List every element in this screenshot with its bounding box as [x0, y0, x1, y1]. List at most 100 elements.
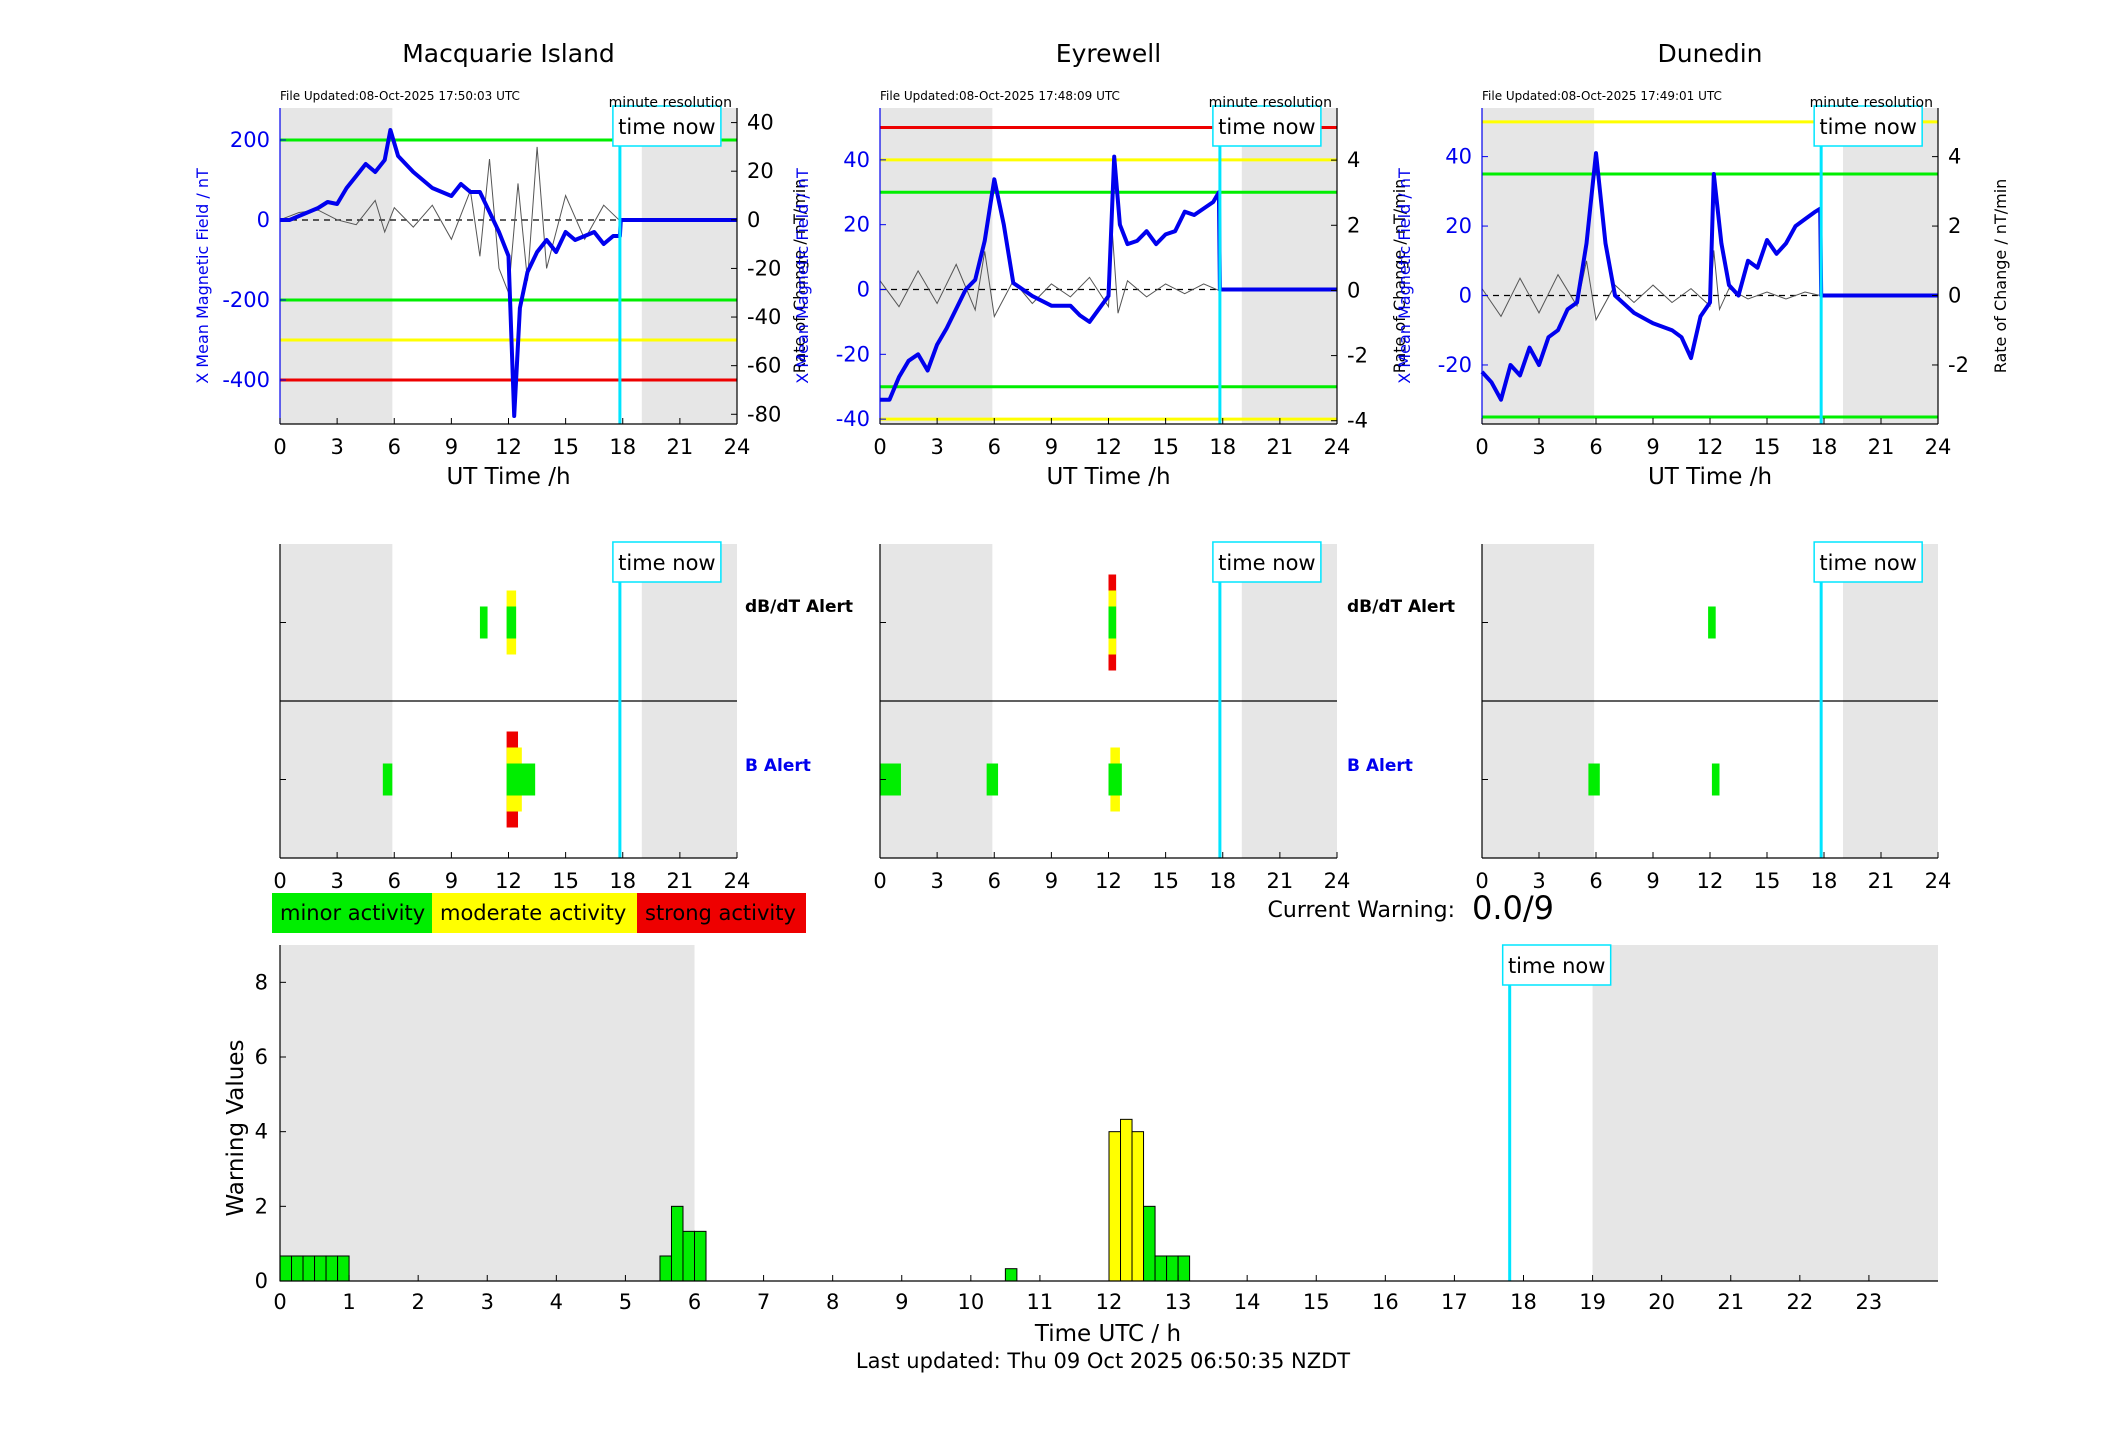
last-updated: Last updated: Thu 09 Oct 2025 06:50:35 N… — [856, 1349, 1350, 1373]
warning-bar — [1108, 1131, 1122, 1282]
warning-y-tick-label: 4 — [255, 1120, 268, 1144]
mq-y-tick-label: 200 — [230, 128, 270, 152]
du-y-tick-label: 0 — [1459, 284, 1472, 308]
ey-x-tick-label: 3 — [930, 435, 943, 459]
warning-bar — [1120, 1118, 1133, 1282]
warning-x-tick-label: 3 — [481, 1290, 494, 1314]
mq-alert-block — [479, 606, 488, 639]
ey-alert-x-tick-label: 6 — [988, 869, 1001, 893]
ey-alert-x-tick-label: 24 — [1324, 869, 1351, 893]
du-x-label: UT Time /h — [1648, 464, 1772, 490]
warning-x-tick-label: 14 — [1234, 1290, 1261, 1314]
du-night-shade-0 — [1482, 108, 1595, 424]
ey-y-right-tick-label: -2 — [1347, 344, 1368, 368]
ey-alert-x-tick-label: 9 — [1045, 869, 1058, 893]
mq-field-series — [280, 128, 737, 418]
du-alert-x-tick-label: 0 — [1475, 869, 1488, 893]
ey-alert-row-label: B Alert — [1347, 756, 1413, 776]
ey-alert-x-tick-label: 3 — [930, 869, 943, 893]
mq-x-tick-label: 6 — [388, 435, 401, 459]
mq-night-shade-1 — [641, 108, 737, 424]
warning-y-label: Warning Values — [223, 1039, 249, 1216]
warning-x-tick-label: 23 — [1856, 1290, 1883, 1314]
legend-swatch-2 — [637, 893, 806, 933]
warning-x-tick-label: 7 — [757, 1290, 770, 1314]
warning-x-tick-label: 21 — [1717, 1290, 1744, 1314]
mq-y-tick-label: -200 — [222, 288, 270, 312]
ey-x-tick-label: 24 — [1324, 435, 1351, 459]
ey-x-tick-label: 0 — [873, 435, 886, 459]
warning-bar — [337, 1255, 350, 1282]
mq-night-shade-0 — [280, 108, 393, 424]
du-x-tick-label: 18 — [1811, 435, 1838, 459]
du-time-now-label: time now — [1819, 115, 1916, 139]
ey-alert-time-now-box — [1212, 541, 1322, 583]
mq-y-right-tick-label: -20 — [747, 256, 781, 280]
warning-x-tick-label: 11 — [1027, 1290, 1054, 1314]
legend-label-0: minor activity — [280, 901, 425, 925]
legend-swatch-1 — [432, 893, 637, 933]
du-rate-series — [1481, 250, 1821, 322]
ey-resolution: minute resolution — [1209, 95, 1332, 111]
warning-bar — [1166, 1255, 1179, 1282]
du-x-tick-label: 9 — [1646, 435, 1659, 459]
mq-x-tick-label: 3 — [330, 435, 343, 459]
ey-alert-block — [1108, 763, 1122, 796]
legend-swatch-0 — [272, 893, 432, 933]
ey-y-right-tick-label: 0 — [1347, 278, 1360, 302]
warning-bar — [1154, 1255, 1168, 1282]
mq-y-right-tick-label: 40 — [747, 111, 774, 135]
du-x-tick-label: 15 — [1754, 435, 1781, 459]
ey-y-tick-label: 0 — [857, 277, 870, 301]
mq-y-right-tick-label: -80 — [747, 402, 781, 426]
du-alert-x-tick-label: 12 — [1697, 869, 1724, 893]
ey-x-tick-label: 18 — [1209, 435, 1236, 459]
ey-file-updated: File Updated:08-Oct-2025 17:48:09 UTC — [880, 89, 1120, 103]
warning-bar — [1004, 1268, 1018, 1282]
warning-time-now-box — [1501, 944, 1612, 986]
warning-x-tick-label: 0 — [273, 1290, 286, 1314]
du-x-tick-label: 24 — [1925, 435, 1952, 459]
warning-x-tick-label: 13 — [1165, 1290, 1192, 1314]
ey-night-shade-1 — [1241, 108, 1337, 424]
ey-time-now-box — [1212, 105, 1322, 147]
ey-x-label: UT Time /h — [1046, 464, 1170, 490]
mq-x-tick-label: 0 — [273, 435, 286, 459]
warning-y-tick-label: 2 — [255, 1194, 268, 1218]
dunedin-alert-panel: time now 0 3 6 9 12 15 18 21 24 — [1475, 541, 1951, 893]
mq-alert-x-tick-label: 12 — [495, 869, 522, 893]
mq-time-now-box — [612, 105, 722, 147]
ey-rate-series — [879, 231, 1220, 319]
mq-alert-x-tick-label: 24 — [724, 869, 751, 893]
du-alert-block — [1588, 763, 1600, 796]
mq-time-now-label: time now — [618, 115, 715, 139]
warning-x-tick-label: 16 — [1372, 1290, 1399, 1314]
du-resolution: minute resolution — [1810, 95, 1933, 111]
du-alert-x-tick-label: 21 — [1868, 869, 1895, 893]
eyrewell-alert-panel: dB/dT Alert B Alert time now 0 3 6 9 12 15 18 21 24 — [873, 541, 1455, 893]
mq-x-tick-label: 12 — [495, 435, 522, 459]
warning-x-tick-label: 19 — [1579, 1290, 1606, 1314]
ey-alert-x-tick-label: 21 — [1267, 869, 1294, 893]
mq-alert-x-tick-label: 21 — [667, 869, 694, 893]
warning-x-tick-label: 12 — [1096, 1290, 1123, 1314]
du-alert-x-tick-label: 3 — [1532, 869, 1545, 893]
current-warning-label: Current Warning: — [1268, 898, 1455, 923]
ey-x-tick-label: 21 — [1267, 435, 1294, 459]
du-y-right-label: Rate of Change / nT/min — [1991, 179, 2010, 374]
mq-y-label: X Mean Magnetic Field / nT — [193, 168, 212, 384]
ey-x-tick-label: 9 — [1045, 435, 1058, 459]
warning-bar — [694, 1230, 707, 1282]
warning-bar — [1143, 1205, 1156, 1282]
warning-x-tick-label: 9 — [895, 1290, 908, 1314]
warning-time-now-label: time now — [1508, 954, 1605, 978]
ey-y-tick-label: 20 — [843, 213, 870, 237]
warning-x-tick-label: 10 — [957, 1290, 984, 1314]
mq-x-tick-label: 24 — [724, 435, 751, 459]
du-time-now-box — [1813, 105, 1923, 147]
warning-bar — [1177, 1255, 1191, 1282]
warning-x-tick-label: 22 — [1786, 1290, 1813, 1314]
ey-alert-time-now-label: time now — [1218, 551, 1315, 575]
